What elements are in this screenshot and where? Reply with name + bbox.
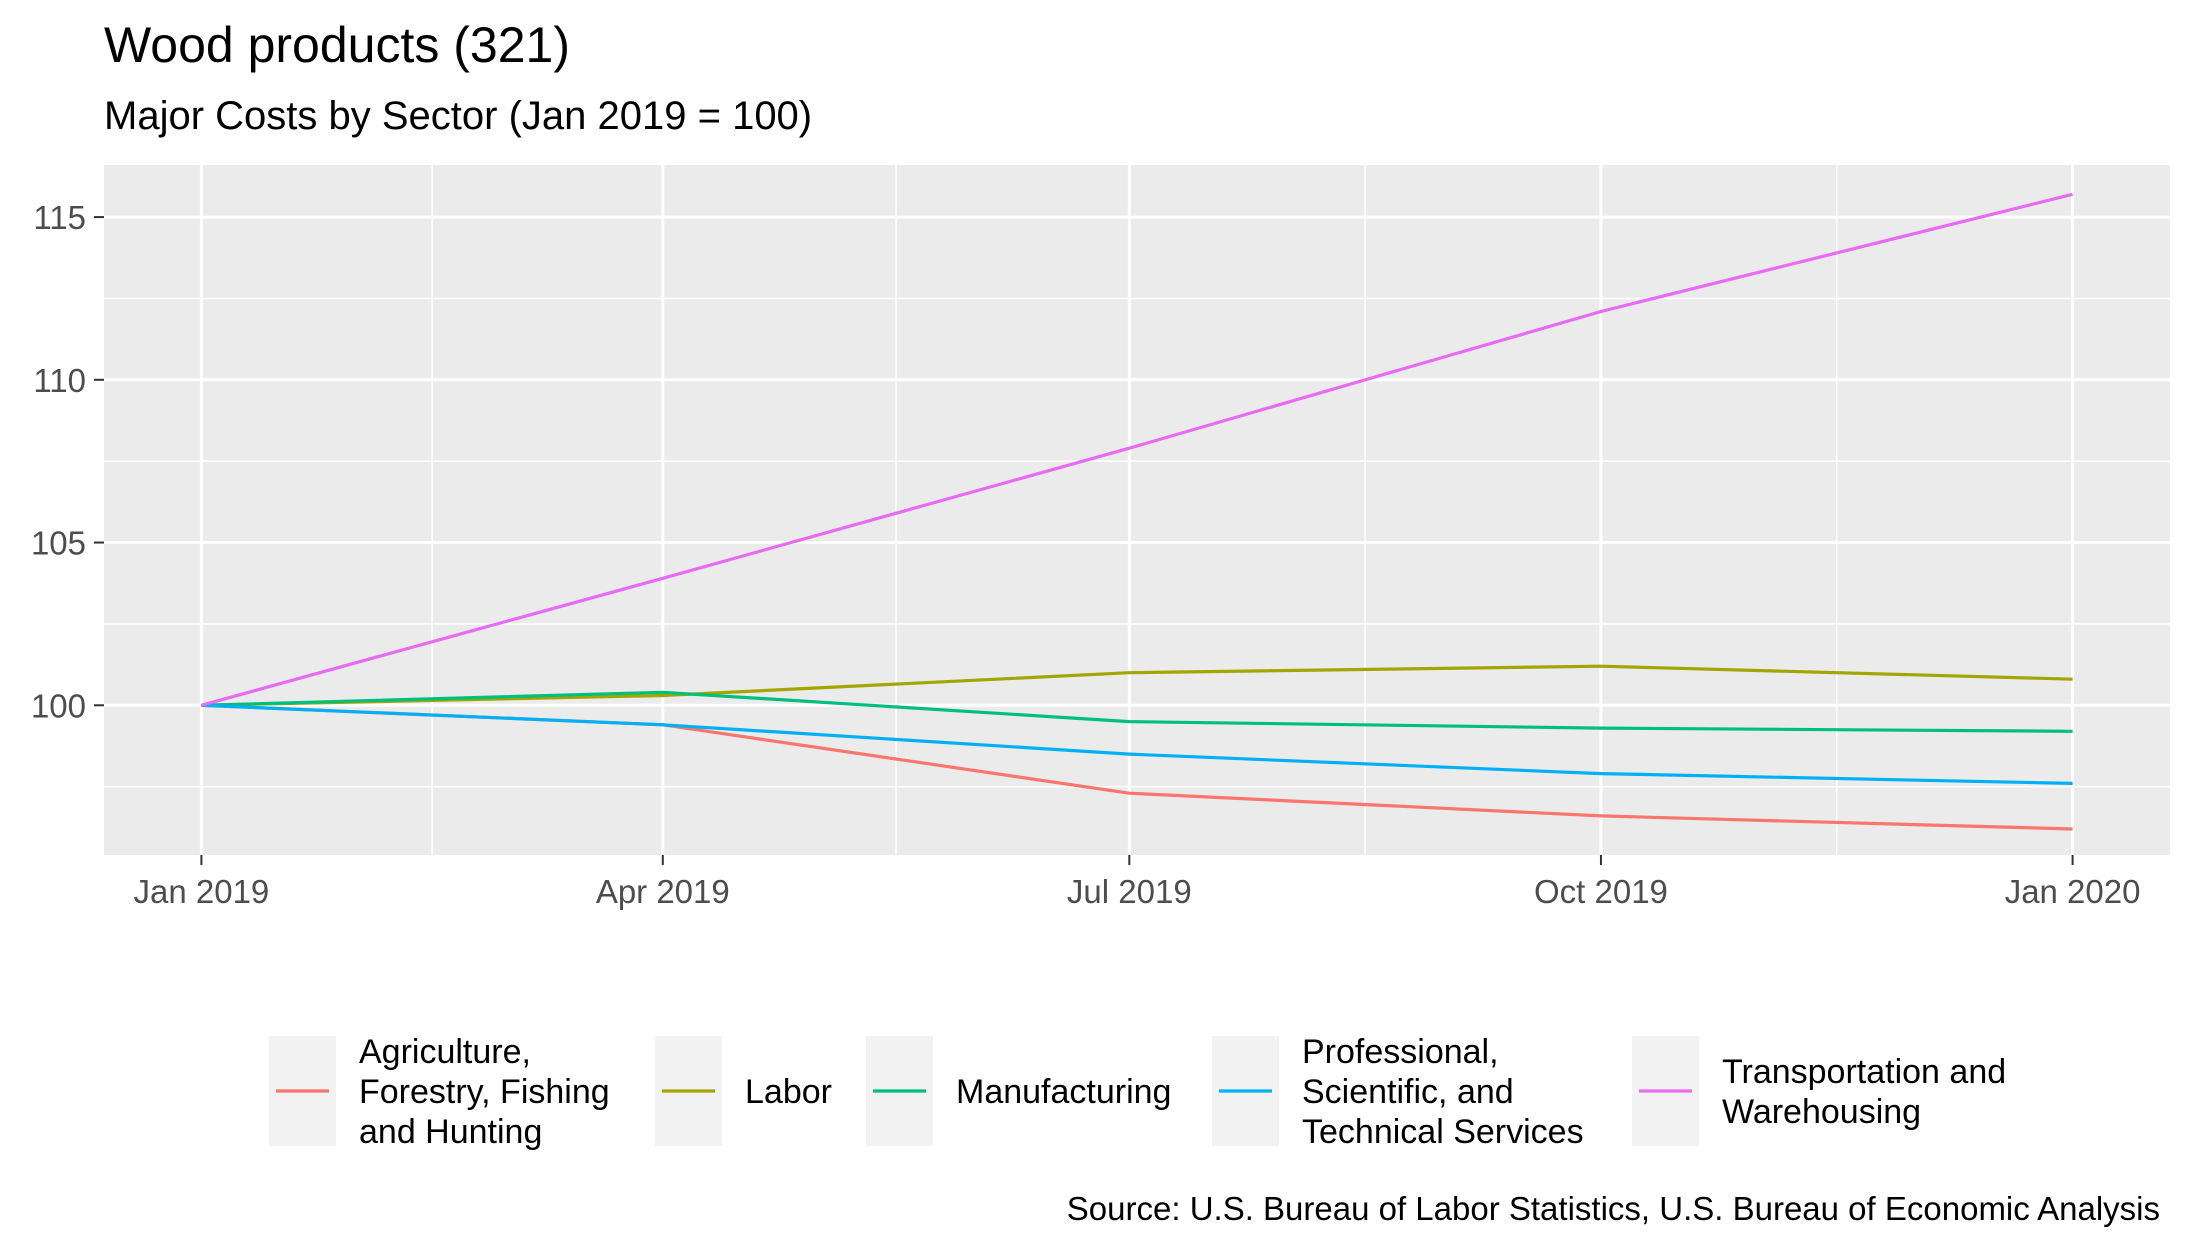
series-line [200,192,2073,707]
grid-minor [104,165,2170,855]
y-axis: 100 105 110 115 [31,199,104,724]
series-line [201,703,2073,785]
x-axis: Jan 2019 Apr 2019 Jul 2019 Oct 2019 Jan 2020 [134,855,2141,910]
legend-label: Transportation and Warehousing [1722,1053,2006,1131]
x-tick-label: Jul 2019 [1067,873,1192,910]
series-lines [200,192,2073,831]
x-tick-label: Oct 2019 [1534,873,1668,910]
y-tick-label: 110 [33,362,86,399]
legend: Agriculture, Forestry, Fishing and Hunting… [269,1033,2006,1151]
series-line [201,690,2073,733]
x-tick-label: Jan 2019 [134,873,270,910]
y-tick-label: 105 [31,525,86,562]
series-line [201,664,2073,707]
legend-label: Manufacturing [956,1073,1171,1111]
chart-subtitle: Major Costs by Sector (Jan 2019 = 100) [104,94,812,138]
x-tick-label: Jan 2020 [2005,873,2141,910]
chart-caption: Source: U.S. Bureau of Labor Statistics,… [1067,1190,2160,1227]
plot-panel [104,165,2170,855]
y-tick-label: 100 [31,687,86,724]
y-tick-label: 115 [33,199,86,236]
grid-major [104,165,2170,855]
legend-label: Labor [745,1073,832,1111]
x-tick-label: Apr 2019 [596,873,730,910]
chart-title: Wood products (321) [104,17,570,73]
legend-label: Agriculture, Forestry, Fishing and Hunting [359,1033,610,1151]
legend-label: Professional, Scientific, and Technical Se… [1302,1033,1584,1151]
